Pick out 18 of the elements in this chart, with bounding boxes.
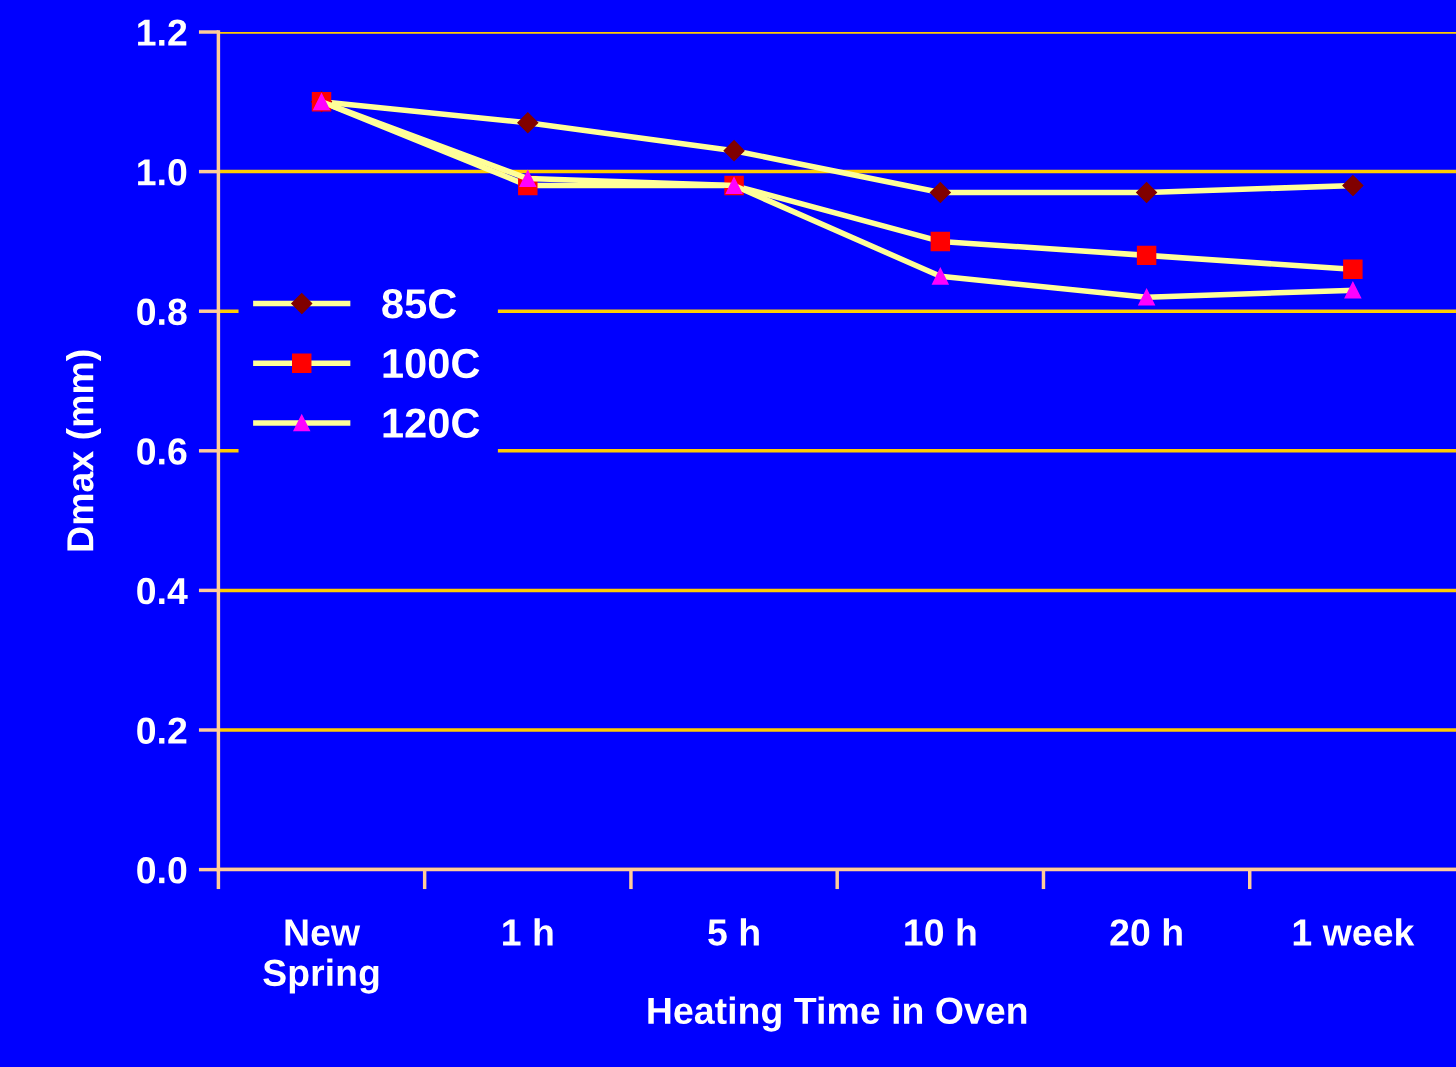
y-tick-label: 0.4 [137,577,188,605]
y-tick-label: 0.6 [137,438,187,465]
x-axis-title: Heating Time in Oven [648,996,1027,1032]
y-tick-label: 0.0 [137,857,187,884]
y-tick-label: 1.0 [138,159,187,186]
y-axis-title: Dmax (mm) [66,350,101,551]
legend-label: 120C [383,408,480,438]
x-tick-label: 1 week [1293,918,1415,946]
x-tick-label: 10 h [905,918,976,946]
x-tick-label: New Spring [263,919,379,994]
y-tick-label: 0.8 [137,298,187,326]
y-tick-label: 0.2 [137,717,187,744]
x-tick-label: 20 h [1110,918,1182,946]
y-tick-label: 1.2 [138,19,187,46]
legend-label: 100C [383,348,480,379]
x-tick-label: 1 h [503,918,553,946]
x-tick-label: 5 h [708,918,759,946]
legend-label: 85C [382,289,457,319]
